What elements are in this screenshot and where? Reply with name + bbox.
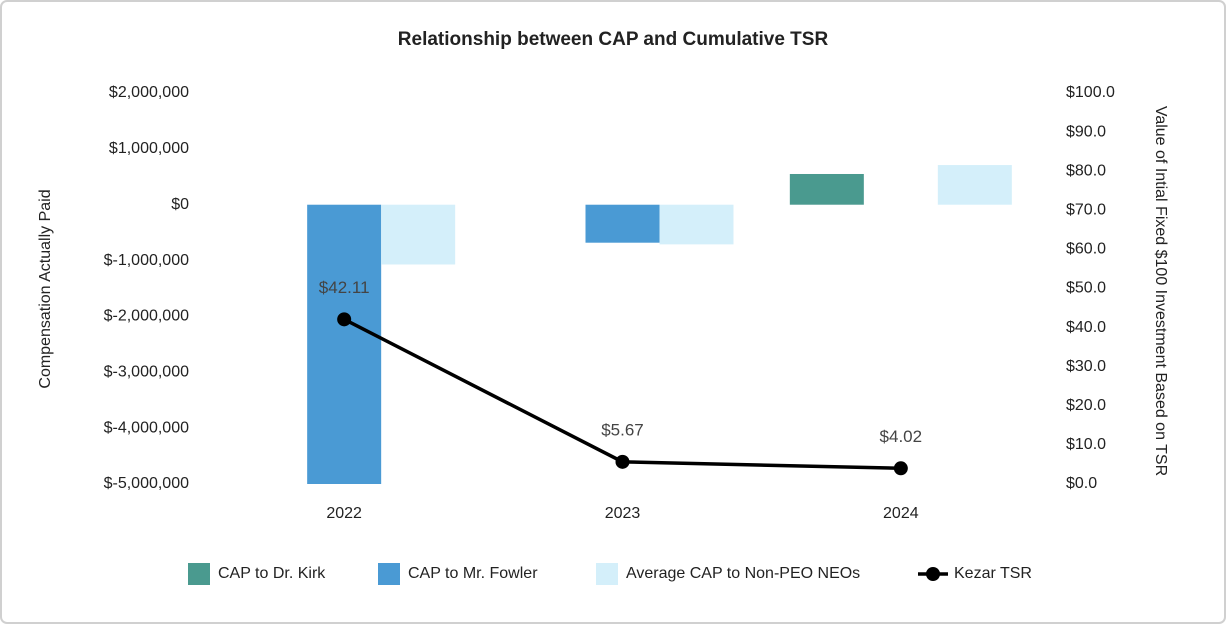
- y2-tick-label: $0.0: [1066, 475, 1097, 492]
- x-tick-label: 2022: [326, 505, 362, 522]
- y2-axis-label: Value of Intial Fixed $100 Investment Ba…: [1152, 105, 1169, 477]
- y-tick-label: $2,000,000: [109, 84, 189, 101]
- line-marker: [337, 312, 352, 327]
- y2-tick-label: $20.0: [1066, 397, 1106, 414]
- y2-tick-label: $90.0: [1066, 123, 1106, 140]
- y-tick-label: $-5,000,000: [104, 475, 190, 492]
- data-label: $5.67: [601, 420, 644, 439]
- legend-swatch: [596, 563, 618, 585]
- y-tick-label: $-2,000,000: [104, 308, 190, 325]
- legend-label: CAP to Dr. Kirk: [218, 565, 326, 582]
- bar: [789, 173, 864, 205]
- y-tick-label: $-1,000,000: [104, 252, 190, 269]
- y2-tick-label: $50.0: [1066, 280, 1106, 297]
- y2-tick-label: $60.0: [1066, 241, 1106, 258]
- line-marker: [615, 454, 630, 469]
- y-tick-label: $1,000,000: [109, 140, 189, 157]
- legend-swatch: [188, 563, 210, 585]
- y2-tick-label: $70.0: [1066, 202, 1106, 219]
- y2-tick-label: $30.0: [1066, 358, 1106, 375]
- chart-title: Relationship between CAP and Cumulative …: [398, 29, 829, 50]
- y2-tick-label: $100.0: [1066, 84, 1115, 101]
- bar: [307, 204, 382, 484]
- legend-swatch: [926, 567, 940, 581]
- legend-label: Average CAP to Non-PEO NEOs: [626, 565, 860, 582]
- y-tick-label: $-4,000,000: [104, 419, 190, 436]
- legend-label: CAP to Mr. Fowler: [408, 565, 538, 582]
- bar: [937, 165, 1012, 205]
- bar: [659, 204, 734, 245]
- line-marker: [893, 461, 908, 476]
- x-tick-label: 2023: [605, 505, 641, 522]
- y-tick-label: $-3,000,000: [104, 364, 190, 381]
- legend-label: Kezar TSR: [954, 565, 1032, 582]
- x-tick-label: 2024: [883, 505, 919, 522]
- bar: [585, 204, 660, 243]
- y2-tick-label: $80.0: [1066, 162, 1106, 179]
- y2-tick-label: $10.0: [1066, 436, 1106, 453]
- bar: [381, 204, 456, 265]
- legend-swatch: [378, 563, 400, 585]
- y2-tick-label: $40.0: [1066, 319, 1106, 336]
- data-label: $4.02: [880, 427, 923, 446]
- data-label: $42.11: [319, 278, 370, 297]
- y-axis-label: Compensation Actually Paid: [37, 189, 54, 388]
- y-tick-label: $0: [171, 196, 189, 213]
